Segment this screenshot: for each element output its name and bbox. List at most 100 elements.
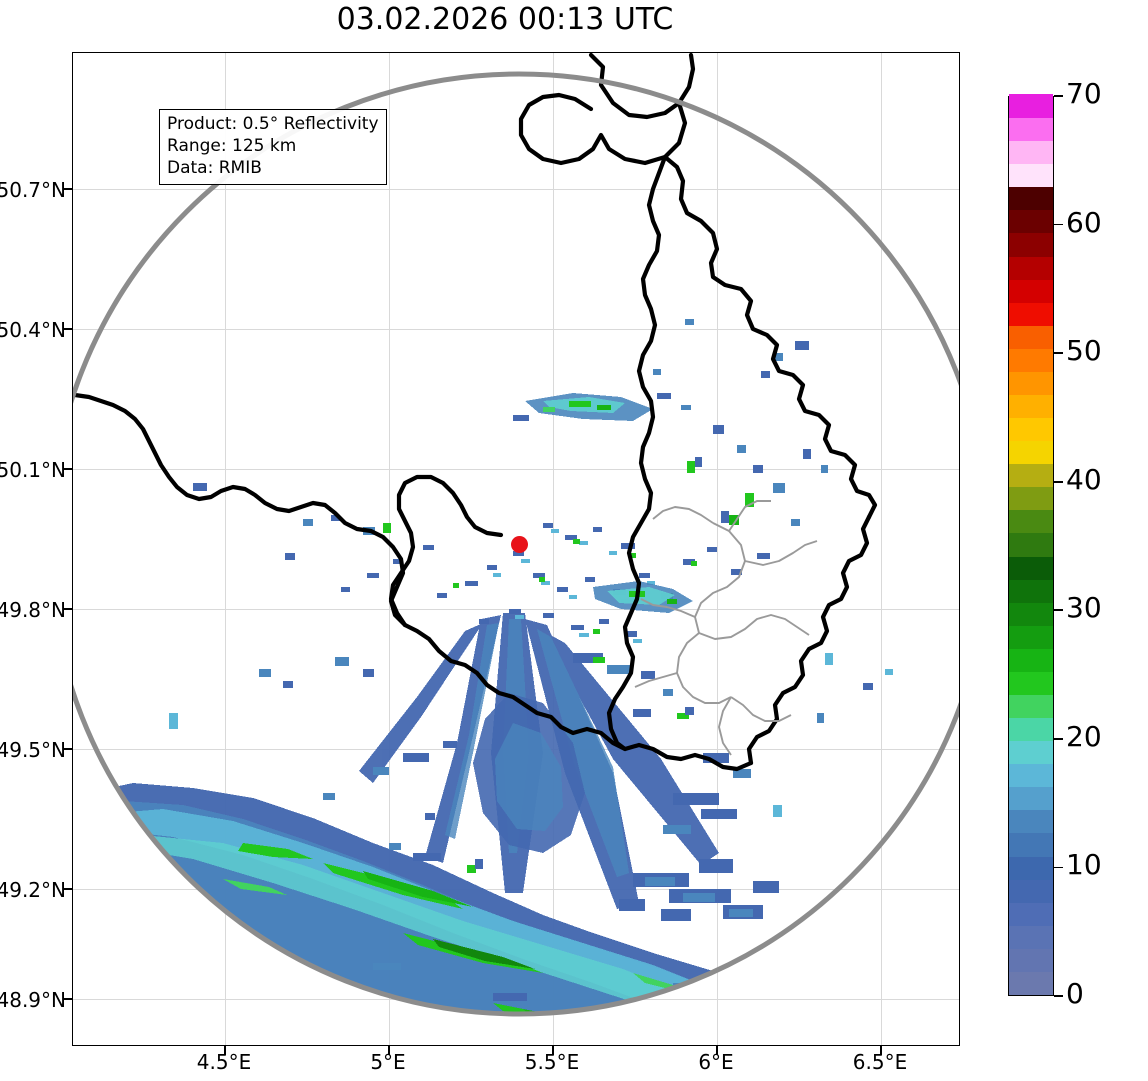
info-data: Data: RMIB: [167, 157, 262, 178]
xtick-mark-0: [224, 1046, 226, 1055]
colorbar-segment: [1009, 255, 1053, 280]
colorbar-segment: [1009, 232, 1053, 257]
ytick-mark-0: [64, 188, 73, 190]
gridline-lat-50.1: [73, 469, 959, 470]
colorbar-segment: [1009, 648, 1053, 672]
colorbar-gradient: [1008, 94, 1054, 996]
colorbar-segment: [1009, 417, 1053, 442]
colorbar-segment: [1009, 625, 1053, 649]
colorbar-segment: [1009, 717, 1053, 742]
colorbar-segment: [1009, 971, 1053, 995]
ytick-label-4: 49.5°N: [0, 738, 66, 762]
colorbar-segment: [1009, 532, 1053, 557]
xtick-label-0: 4.5°E: [196, 1050, 252, 1074]
colorbar-tick-mark: [1054, 95, 1063, 97]
colorbar-segment: [1009, 925, 1053, 949]
colorbar-tick-mark: [1054, 480, 1063, 483]
colorbar-segment: [1009, 94, 1053, 119]
ytick-label-3: 49.8°N: [0, 598, 66, 622]
colorbar-segment: [1009, 325, 1053, 349]
colorbar-tick-label: 30: [1066, 591, 1102, 625]
colorbar-segment: [1009, 555, 1053, 580]
gridline-lon-4.5: [225, 53, 226, 1045]
gridline-lat-50.7: [73, 189, 959, 190]
xtick-mark-1: [388, 1046, 390, 1055]
colorbar-segment: [1009, 209, 1053, 234]
xtick-mark-4: [880, 1046, 882, 1055]
colorbar-tick-mark: [1054, 995, 1063, 997]
colorbar-segment: [1009, 279, 1053, 303]
ytick-mark-6: [64, 998, 73, 1000]
colorbar-segment: [1009, 740, 1053, 765]
colorbar-segment: [1009, 786, 1053, 811]
ytick-mark-5: [64, 888, 73, 890]
colorbar-segment: [1009, 371, 1053, 395]
colorbar-segment: [1009, 809, 1053, 834]
colorbar-tick-label: 50: [1066, 334, 1102, 368]
colorbar-tick-mark: [1054, 223, 1063, 226]
ytick-mark-1: [64, 328, 73, 330]
ytick-mark-3: [64, 608, 73, 610]
xtick-label-4: 6.5°E: [852, 1050, 908, 1074]
colorbar-segment: [1009, 602, 1053, 626]
gridline-lon-5.0: [389, 53, 390, 1045]
gridline-lon-6.5: [881, 53, 882, 1045]
colorbar-segment: [1009, 463, 1053, 488]
gridline-lon-6.0: [717, 53, 718, 1045]
colorbar-segment: [1009, 879, 1053, 903]
radar-site-marker[interactable]: [511, 536, 528, 553]
colorbar-segment: [1009, 902, 1053, 926]
info-range: Range: 125 km: [167, 135, 297, 156]
ytick-label-0: 50.7°N: [0, 178, 66, 202]
colorbar-tick-label: 60: [1066, 205, 1102, 239]
colorbar-segment: [1009, 509, 1053, 534]
colorbar-tick-mark: [1054, 866, 1063, 869]
colorbar-tick-mark: [1054, 737, 1063, 740]
colorbar-segment: [1009, 302, 1053, 326]
colorbar-segment: [1009, 486, 1053, 511]
radar-overlay-svg: [73, 53, 959, 1017]
colorbar-segment: [1009, 694, 1053, 719]
colorbar-tick-label: 10: [1066, 848, 1102, 882]
ytick-mark-2: [64, 468, 73, 470]
colorbar-tick-mark: [1054, 352, 1063, 355]
national-borders: [73, 53, 878, 772]
ytick-label-5: 49.2°N: [0, 878, 66, 902]
colorbar-segment: [1009, 186, 1053, 211]
ytick-label-6: 48.9°N: [0, 988, 66, 1012]
colorbar-tick-mark: [1054, 609, 1063, 612]
gridline-lat-50.4: [73, 329, 959, 330]
colorbar-tick-label: 70: [1066, 77, 1102, 110]
gridline-lon-5.5: [553, 53, 554, 1045]
colorbar-segment: [1009, 163, 1053, 188]
colorbar-segment: [1009, 394, 1053, 419]
ytick-label-2: 50.1°N: [0, 458, 66, 482]
colorbar-segment: [1009, 579, 1053, 603]
colorbar-tick-label: 0: [1066, 977, 1084, 1010]
product-info-box: Product: 0.5° Reflectivity Range: 125 km…: [159, 109, 387, 186]
xtick-label-2: 5.5°E: [524, 1050, 580, 1074]
range-ring-125km: [73, 71, 959, 1017]
colorbar-segment: [1009, 763, 1053, 788]
page-title: 03.02.2026 00:13 UTC: [336, 2, 674, 37]
colorbar-tick-label: 20: [1066, 719, 1102, 753]
xtick-mark-2: [552, 1046, 554, 1055]
colorbar-segment: [1009, 117, 1053, 142]
xtick-mark-3: [716, 1046, 718, 1055]
colorbar-segment: [1009, 671, 1053, 695]
radar-map-panel[interactable]: Product: 0.5° Reflectivity Range: 125 km…: [72, 52, 960, 1046]
colorbar-segment: [1009, 855, 1053, 880]
colorbar-segment: [1009, 140, 1053, 165]
ytick-mark-4: [64, 748, 73, 750]
colorbar-segment: [1009, 832, 1053, 857]
colorbar-tick-label: 40: [1066, 462, 1102, 496]
ytick-label-1: 50.4°N: [0, 318, 66, 342]
info-product: Product: 0.5° Reflectivity: [167, 114, 379, 134]
administrative-borders: [634, 500, 818, 756]
radar-map-canvas: [73, 53, 959, 1045]
colorbar-segment: [1009, 948, 1053, 972]
colorbar-segment: [1009, 348, 1053, 372]
colorbar[interactable]: 70 60 50 40 30 20 10 0: [1008, 77, 1102, 1010]
colorbar-segment: [1009, 440, 1053, 465]
